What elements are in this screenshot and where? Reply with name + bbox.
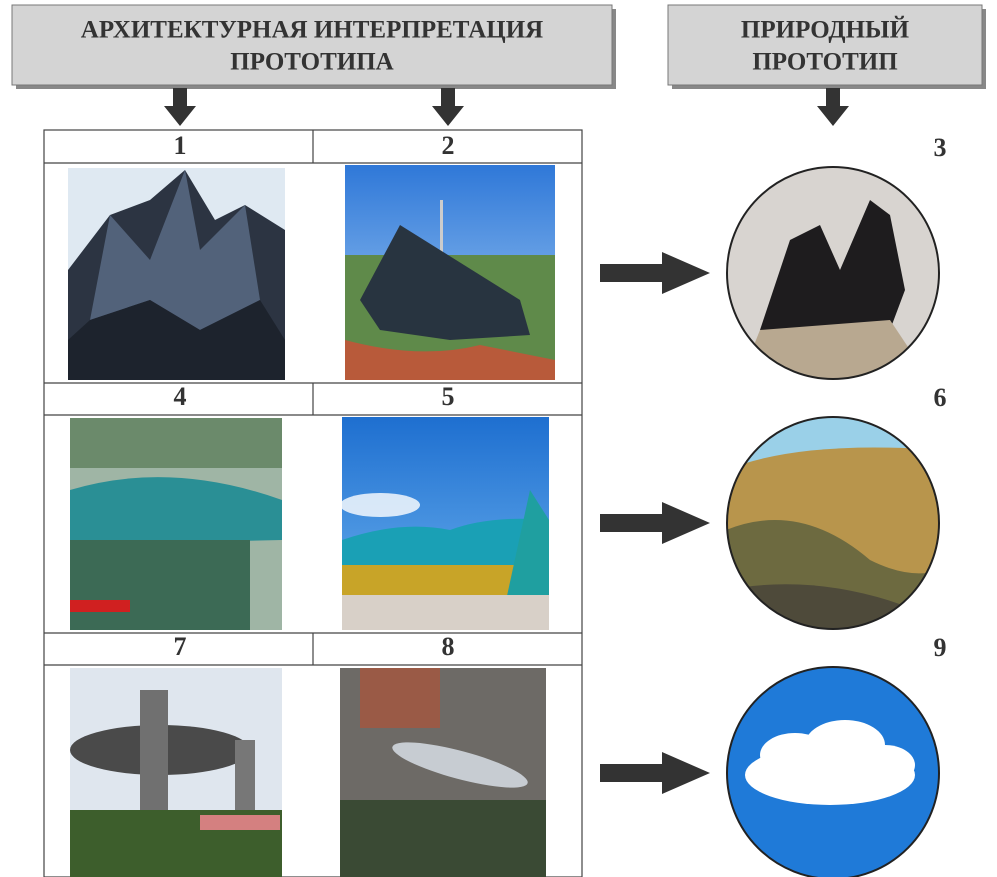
photo-frame — [726, 416, 940, 630]
down-arrows — [164, 88, 849, 126]
header-text: ПРИРОДНЫЙ — [741, 16, 910, 44]
item-number: 2 — [442, 131, 455, 160]
header-text: ПРОТОТИПА — [230, 49, 393, 76]
item-number: 5 — [442, 382, 455, 411]
item-number: 8 — [442, 632, 455, 661]
photo — [727, 667, 939, 877]
photo — [340, 417, 549, 630]
right-arrows — [600, 252, 710, 794]
photo — [68, 168, 285, 380]
item-number: 6 — [934, 383, 947, 412]
photo — [70, 668, 282, 877]
item-number: 9 — [934, 633, 947, 662]
photo — [340, 668, 546, 877]
header-box — [667, 4, 983, 86]
header-box — [11, 4, 613, 86]
header-text: ПРОТОТИП — [752, 49, 897, 76]
photo — [727, 417, 939, 629]
header-text: АРХИТЕКТУРНАЯ ИНТЕРПРЕТАЦИЯ — [81, 17, 543, 44]
photo-frame — [726, 166, 940, 380]
item-number: 4 — [174, 382, 187, 411]
photo — [70, 418, 282, 630]
item-number: 1 — [174, 131, 187, 160]
item-number: 3 — [934, 133, 947, 162]
item-number: 7 — [174, 632, 187, 661]
photo-frame — [726, 666, 940, 877]
photo — [345, 165, 555, 380]
photo — [727, 167, 939, 379]
table-grid — [43, 129, 583, 877]
